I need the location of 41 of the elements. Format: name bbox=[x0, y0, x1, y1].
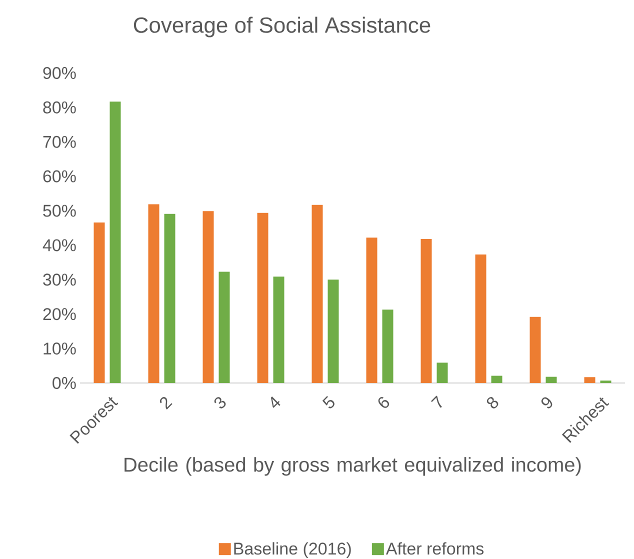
y-tick-label: 20% bbox=[43, 308, 76, 320]
bar bbox=[584, 377, 596, 383]
y-tick-label: 50% bbox=[43, 204, 76, 217]
bar bbox=[273, 276, 284, 383]
y-tick-label: 90% bbox=[43, 66, 76, 80]
bar bbox=[491, 376, 502, 383]
x-tick-label: 4 bbox=[270, 396, 280, 408]
bar bbox=[110, 102, 121, 383]
bar bbox=[312, 204, 323, 383]
bar bbox=[148, 204, 160, 383]
bar bbox=[257, 212, 268, 383]
bar bbox=[436, 362, 448, 383]
bar bbox=[530, 316, 541, 383]
x-tick-label: 6 bbox=[378, 397, 390, 408]
bar bbox=[475, 254, 486, 383]
bar bbox=[546, 376, 557, 383]
x-tick-label: 8 bbox=[486, 397, 498, 408]
y-tick-label: 70% bbox=[43, 136, 76, 148]
y-tick-label: 0% bbox=[52, 376, 76, 390]
bar bbox=[366, 238, 378, 383]
x-tick-label: 3 bbox=[214, 397, 226, 408]
bar bbox=[328, 280, 339, 383]
bar bbox=[218, 272, 230, 383]
bar bbox=[382, 310, 394, 383]
y-tick-label: 40% bbox=[42, 239, 76, 252]
y-tick-label: 60% bbox=[43, 170, 76, 182]
x-tick-label: 7 bbox=[431, 396, 442, 408]
y-tick-label: 80% bbox=[43, 101, 76, 114]
bar bbox=[164, 214, 176, 383]
y-tick-label: 30% bbox=[43, 274, 76, 286]
x-tick-label: 2 bbox=[160, 397, 172, 410]
x-tick-label: 9 bbox=[541, 397, 552, 408]
x-tick-label: 5 bbox=[322, 396, 334, 408]
bar bbox=[420, 239, 432, 383]
y-tick-label: 10% bbox=[44, 342, 76, 355]
bar bbox=[94, 222, 105, 383]
bar bbox=[202, 211, 214, 383]
legend-label: After reforms bbox=[386, 542, 484, 555]
chart-title: Coverage of Social Assistance bbox=[134, 16, 430, 38]
x-axis-title: Decile (based by gross market equivalized income) bbox=[124, 457, 581, 476]
legend-label: Baseline (2016) bbox=[234, 542, 351, 558]
